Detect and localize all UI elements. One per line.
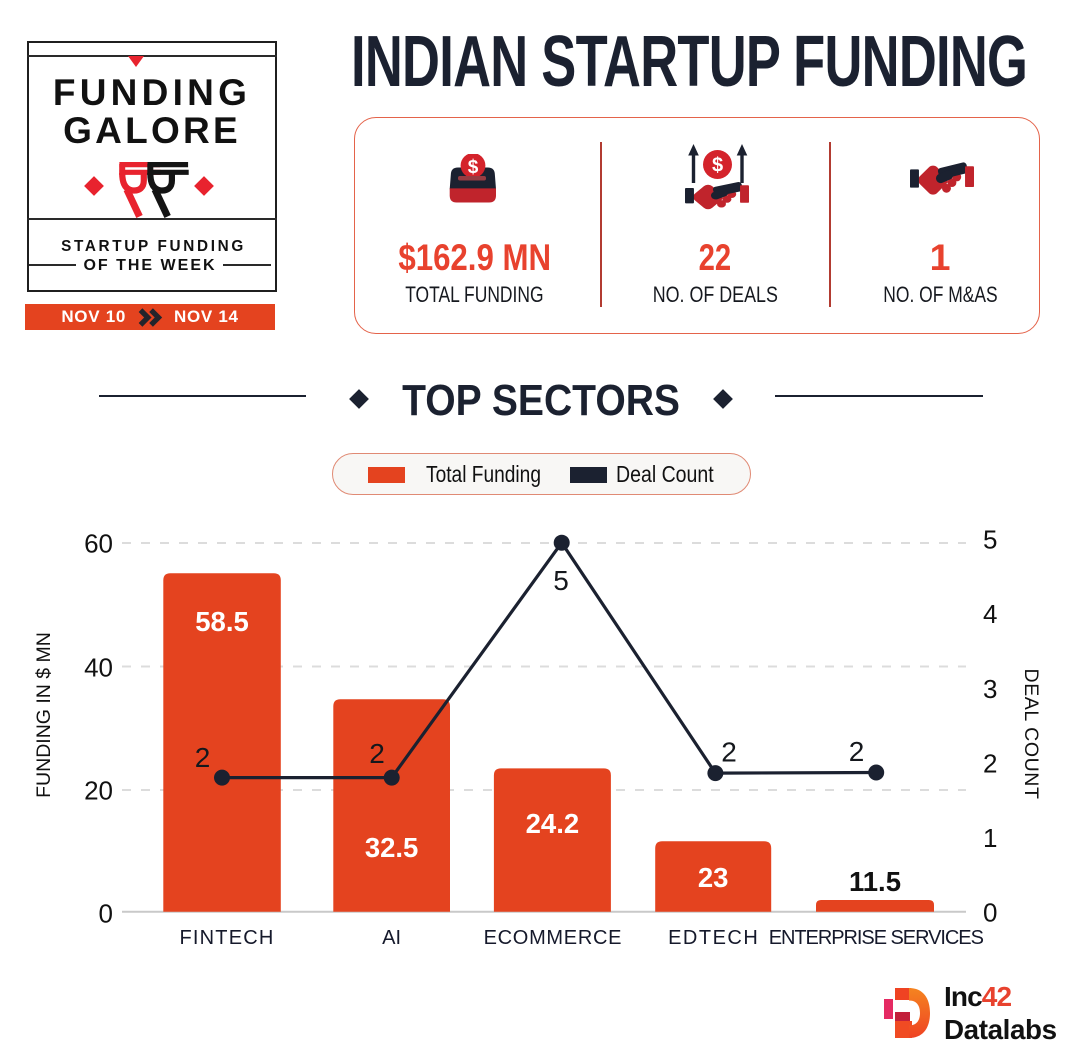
svg-text:2: 2	[369, 738, 385, 769]
svg-text:5: 5	[553, 565, 569, 596]
svg-text:$: $	[467, 157, 478, 178]
svg-text:2: 2	[721, 737, 737, 768]
svg-text:20: 20	[84, 776, 113, 806]
svg-text:24.2: 24.2	[526, 808, 580, 839]
svg-text:3: 3	[983, 674, 997, 704]
svg-text:58.5: 58.5	[195, 606, 249, 637]
svg-text:60: 60	[84, 529, 113, 559]
svg-text:4: 4	[983, 599, 997, 629]
svg-text:$: $	[712, 155, 723, 177]
svg-text:0: 0	[983, 898, 997, 928]
svg-text:2: 2	[983, 748, 997, 778]
svg-text:40: 40	[84, 653, 113, 683]
svg-text:32.5: 32.5	[365, 832, 419, 863]
svg-text:EDTECH: EDTECH	[668, 927, 759, 949]
svg-text:5: 5	[983, 525, 997, 555]
svg-text:DEAL COUNT: DEAL COUNT	[1020, 669, 1042, 800]
svg-text:FUNDING IN $ MN: FUNDING IN $ MN	[33, 632, 55, 798]
svg-text:ENTERPRISE SERVICES: ENTERPRISE SERVICES	[769, 927, 984, 949]
svg-text:AI: AI	[382, 927, 401, 949]
svg-text:1: 1	[983, 823, 997, 853]
svg-text:2: 2	[195, 742, 211, 773]
svg-text:0: 0	[99, 899, 113, 929]
svg-text:FINTECH: FINTECH	[179, 927, 274, 949]
svg-text:ECOMMERCE: ECOMMERCE	[484, 927, 623, 949]
svg-text:11.5: 11.5	[849, 866, 901, 897]
svg-text:23: 23	[698, 862, 729, 893]
svg-text:2: 2	[849, 736, 865, 767]
